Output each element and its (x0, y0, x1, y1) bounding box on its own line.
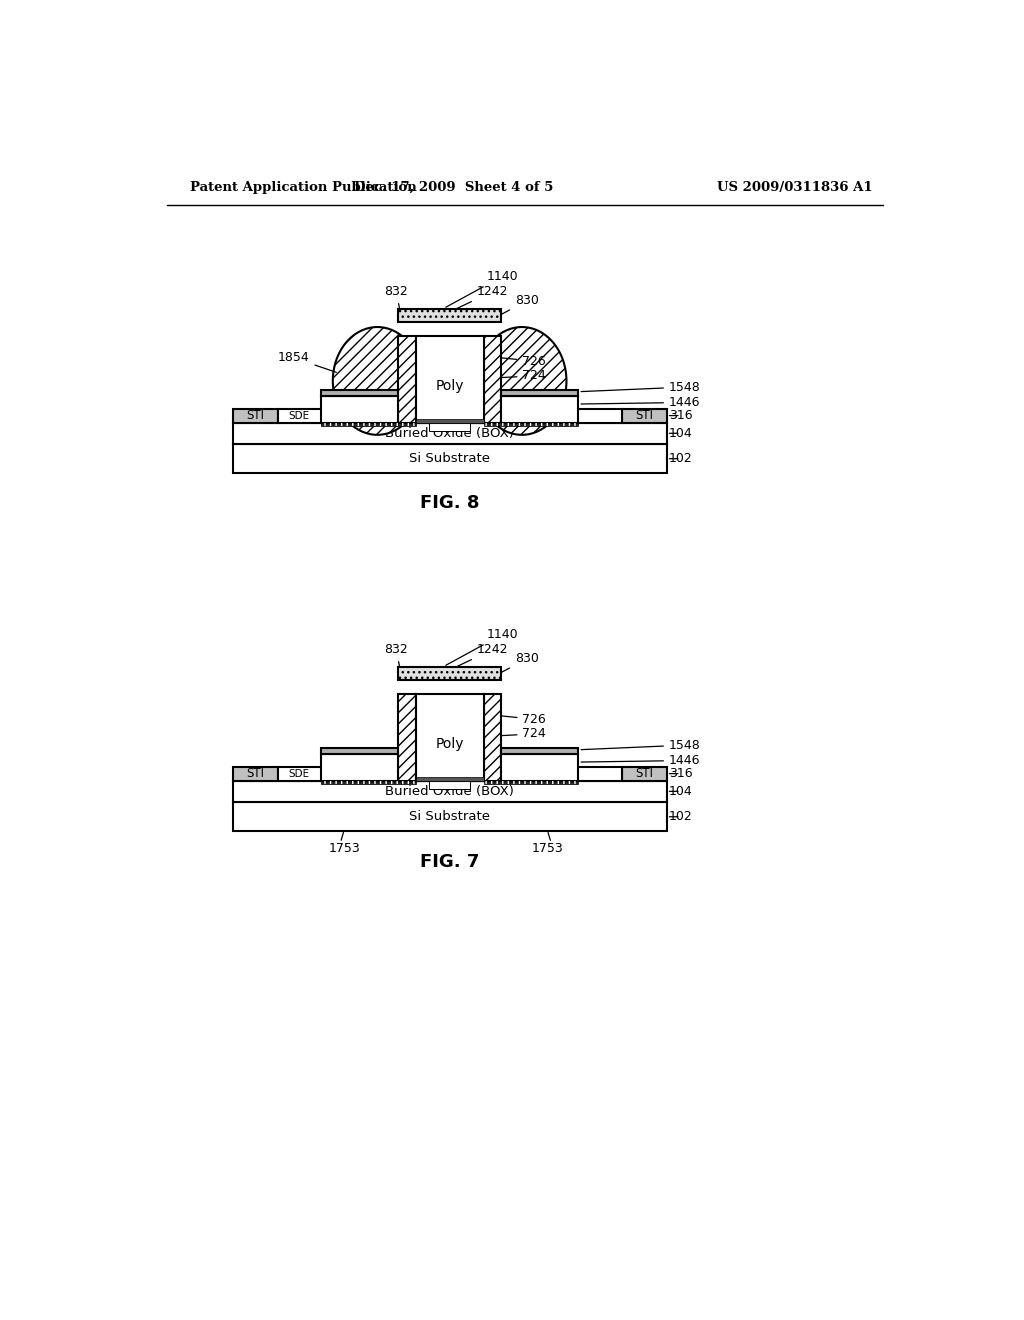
Text: 724: 724 (486, 370, 546, 383)
Text: 1242: 1242 (456, 285, 508, 309)
Text: 1446: 1446 (581, 396, 700, 409)
Text: 724: 724 (486, 727, 546, 741)
Bar (483, 422, 579, 426)
Text: 830: 830 (502, 652, 539, 672)
Text: 1752: 1752 (368, 764, 396, 774)
Text: FIG. 8: FIG. 8 (420, 494, 479, 512)
Text: 1854: 1854 (278, 351, 336, 372)
Bar (483, 780, 579, 784)
Text: Doped RSD: Doped RSD (508, 763, 571, 772)
Text: SDE: SDE (511, 411, 532, 421)
Bar (398, 309, 501, 322)
Bar (321, 391, 398, 396)
Text: 1752: 1752 (503, 764, 531, 774)
Bar (501, 755, 579, 780)
Text: SDE: SDE (511, 768, 532, 779)
Text: Poly: Poly (435, 737, 464, 751)
Bar (321, 755, 398, 780)
Text: 1752: 1752 (368, 407, 396, 416)
Bar (622, 409, 667, 422)
Bar (416, 337, 483, 422)
Text: 520: 520 (439, 411, 460, 421)
Text: Si Substrate: Si Substrate (410, 453, 490, 465)
Text: US 2009/0311836 A1: US 2009/0311836 A1 (717, 181, 872, 194)
Text: 1242: 1242 (456, 643, 508, 667)
Bar (321, 396, 398, 422)
Bar (232, 767, 278, 780)
Bar (398, 694, 416, 780)
Text: 316: 316 (669, 767, 692, 780)
Text: STI: STI (635, 409, 653, 422)
Text: 316: 316 (669, 409, 692, 422)
Text: 520: 520 (439, 768, 460, 779)
Bar (622, 767, 667, 780)
Bar (232, 444, 667, 474)
Bar (416, 694, 483, 780)
Bar (232, 422, 667, 444)
Bar (232, 409, 278, 422)
Bar (232, 803, 667, 832)
Text: 832: 832 (385, 285, 409, 313)
Text: Patent Application Publication: Patent Application Publication (190, 181, 417, 194)
Text: FIG. 7: FIG. 7 (420, 853, 479, 871)
Bar (501, 396, 579, 422)
Text: 832: 832 (385, 643, 409, 671)
Text: Dec. 17, 2009  Sheet 4 of 5: Dec. 17, 2009 Sheet 4 of 5 (354, 181, 553, 194)
Bar (416, 776, 483, 780)
Bar (483, 694, 501, 780)
Bar (321, 422, 416, 426)
Text: 726: 726 (495, 355, 546, 368)
Bar (321, 748, 398, 755)
Bar (501, 391, 579, 396)
Bar (278, 767, 622, 780)
Text: 1140: 1140 (445, 628, 518, 665)
Bar (321, 780, 416, 784)
Text: SDE: SDE (288, 411, 309, 421)
Ellipse shape (333, 327, 422, 434)
Text: STI: STI (246, 409, 264, 422)
Bar (398, 337, 416, 422)
Bar (483, 780, 579, 784)
Text: SDE: SDE (288, 768, 309, 779)
Text: 1753: 1753 (329, 842, 360, 855)
Bar (398, 667, 501, 681)
Text: 104: 104 (669, 426, 692, 440)
Text: Doped RSD: Doped RSD (328, 404, 391, 414)
Text: 1752: 1752 (503, 407, 531, 416)
Text: 1548: 1548 (581, 380, 700, 393)
Text: Doped RSD: Doped RSD (328, 763, 391, 772)
Bar (321, 422, 416, 426)
Bar (483, 337, 501, 422)
Text: 1753: 1753 (531, 842, 563, 855)
Text: 104: 104 (669, 785, 692, 797)
Text: 1140: 1140 (445, 269, 518, 308)
Bar (416, 418, 483, 422)
Bar (501, 748, 579, 755)
Text: 1446: 1446 (581, 754, 700, 767)
Text: STI: STI (246, 767, 264, 780)
Text: Buried Oxide (BOX): Buried Oxide (BOX) (385, 426, 514, 440)
Text: 102: 102 (669, 810, 692, 824)
Text: 830: 830 (502, 294, 539, 314)
Text: Poly: Poly (435, 379, 464, 392)
Ellipse shape (477, 327, 566, 434)
Text: 102: 102 (669, 453, 692, 465)
Bar (483, 422, 579, 426)
Text: 1548: 1548 (581, 739, 700, 751)
Text: Si Substrate: Si Substrate (410, 810, 490, 824)
Text: 726: 726 (495, 713, 546, 726)
Bar (321, 780, 416, 784)
Bar (232, 780, 667, 803)
Text: STI: STI (635, 767, 653, 780)
Text: Buried Oxide (BOX): Buried Oxide (BOX) (385, 785, 514, 797)
Text: Doped RSD: Doped RSD (508, 404, 571, 414)
Bar (278, 409, 622, 422)
